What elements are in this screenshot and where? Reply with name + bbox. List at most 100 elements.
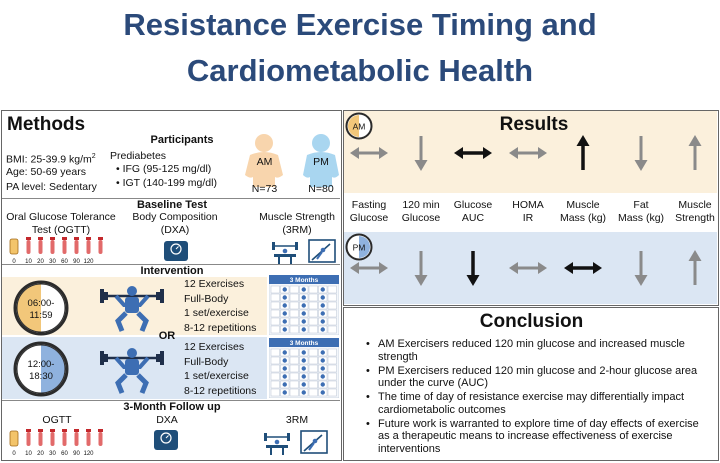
pm-arrow-down <box>414 251 428 286</box>
age-criterion: Age: 50-69 years <box>6 166 86 178</box>
strength-equipment-icon <box>272 239 336 264</box>
am-arrow-lr <box>509 147 547 159</box>
ifg-criterion: • IFG (95-125 mg/dl) <box>116 163 212 175</box>
pm-clock-icon: 12:00- 18:30 <box>13 341 69 397</box>
participants-heading: Participants <box>150 134 214 146</box>
am-arrow-lr <box>350 147 388 159</box>
tube-label-4: 60 <box>61 451 68 457</box>
am-arrow-down <box>634 136 648 171</box>
am-arrow-down <box>414 136 428 171</box>
followup-3rm-label: 3RM <box>285 414 309 426</box>
igt-criterion: • IGT (140-199 mg/dl) <box>116 177 217 189</box>
am-calendar-icon: 3 Months <box>269 275 339 335</box>
tube-label-1: 10 <box>25 451 32 457</box>
am-arrow-up <box>576 135 590 170</box>
pm-badge-label: PM <box>353 243 366 253</box>
pm-sample-size: N=80 <box>308 183 334 195</box>
outcome-label: HOMA IR <box>512 199 544 224</box>
results-panel: AM PM Results Fasting Glucose 120 min Gluco… <box>343 110 719 306</box>
conclusion-bullet-timing: The time of day of resistance exercise m… <box>366 391 711 416</box>
tube-label-3: 30 <box>49 259 56 265</box>
pa-criterion: PA level: Sedentary <box>6 181 97 193</box>
protocol-sets: 1 set/exercise <box>184 307 249 319</box>
tube-label-0: 0 <box>12 259 16 265</box>
pm-arrow-lr <box>564 262 602 274</box>
protocol-reps: 8-12 repetitions <box>184 321 257 334</box>
am-time-start: 06:00- <box>28 298 55 309</box>
am-arrow-lr <box>454 147 492 159</box>
outcome-label: Fasting Glucose <box>349 199 389 224</box>
pm-arrow-down <box>466 251 480 286</box>
poster-title-line-2: Cardiometabolic Health <box>186 53 534 88</box>
protocol-full-body: Full-Body <box>184 355 229 368</box>
results-arrows <box>350 135 702 286</box>
tube-label-2: 20 <box>37 451 44 457</box>
tube-label-0: 0 <box>12 451 16 457</box>
pm-participant-figure-icon <box>303 134 339 187</box>
am-group-label: AM <box>256 156 273 168</box>
blood-tubes-icon: 0 10 20 30 60 90 120 <box>9 237 103 265</box>
pm-group-label: PM <box>313 156 329 168</box>
pm-time-start: 12:00- <box>28 359 55 370</box>
am-exercise-protocol: 12 Exercises Full-Body 1 set/exercise 8-… <box>184 277 256 335</box>
or-label: OR <box>158 330 176 342</box>
outcome-label: Glucose AUC <box>453 199 493 224</box>
pm-arrow-down <box>634 251 648 286</box>
protocol-exercises: 12 Exercises <box>184 341 245 353</box>
am-sample-size: N=73 <box>251 183 278 195</box>
am-clock-icon: 06:00- 11:59 <box>13 280 69 336</box>
baseline-heading: Baseline Test <box>136 199 208 211</box>
results-heading: Results <box>499 114 569 135</box>
pm-time-end: 18:30 <box>29 371 53 382</box>
followup-ogtt-label: OGTT <box>42 414 72 426</box>
prediabetes-label: Prediabetes <box>110 150 167 162</box>
tube-label-3: 30 <box>49 451 56 457</box>
am-badge-icon: AM <box>345 112 373 140</box>
conclusion-bullet-pm: PM Exercisers reduced 120 min glucose an… <box>366 365 711 390</box>
tube-label-5: 90 <box>73 451 80 457</box>
ogtt-label: Oral Glucose Tolerance Test (OGTT) <box>6 211 116 236</box>
conclusion-bullet-am: AM Exercisers reduced 120 min glucose an… <box>366 338 711 363</box>
tube-label-6: 120 <box>83 451 94 457</box>
am-weightlifter-icon <box>100 286 164 332</box>
followup-scale-icon <box>154 430 178 450</box>
scale-icon <box>164 241 188 261</box>
am-time-end: 11:59 <box>29 310 52 321</box>
am-arrow-up <box>688 135 702 170</box>
am-badge-label: AM <box>353 122 366 132</box>
tube-label-6: 120 <box>83 259 94 265</box>
pm-arrow-lr <box>350 262 388 274</box>
divider <box>2 400 340 401</box>
tube-label-2: 20 <box>37 259 44 265</box>
pm-exercise-protocol: 12 Exercises Full-Body 1 set/exercise 8-… <box>184 340 256 398</box>
methods-panel: Methods Participants BMI: 25-39.9 kg/m2 … <box>1 110 342 461</box>
followup-blood-tubes-icon: 0 10 20 30 60 90 120 <box>9 429 103 457</box>
divider <box>2 198 340 199</box>
followup-dxa-label: DXA <box>156 414 178 426</box>
poster-title-line-1: Resistance Exercise Timing and <box>123 7 597 42</box>
protocol-reps: 8-12 repetitions <box>184 384 257 397</box>
divider <box>2 264 340 265</box>
conclusion-heading: Conclusion <box>479 311 584 332</box>
intervention-heading: Intervention <box>140 265 204 277</box>
followup-heading: 3-Month Follow up <box>123 401 221 413</box>
protocol-exercises: 12 Exercises <box>184 278 245 290</box>
tube-label-5: 90 <box>73 259 80 265</box>
conclusion-panel: Conclusion AM Exercisers reduced 120 min… <box>343 307 719 461</box>
methods-heading: Methods <box>7 114 86 135</box>
outcome-label: Muscle Mass (kg) <box>559 199 607 224</box>
pm-calendar-icon: 3 Months <box>269 338 339 398</box>
pm-arrow-lr <box>509 262 547 274</box>
calendar-label: 3 Months <box>290 277 319 284</box>
calendar-label: 3 Months <box>290 340 319 347</box>
outcome-label: 120 min Glucose <box>401 199 441 224</box>
am-participant-figure-icon <box>245 134 283 187</box>
pm-arrow-up <box>688 250 702 285</box>
pm-badge-icon: PM <box>345 233 373 261</box>
followup-strength-equipment-icon <box>264 430 328 455</box>
dxa-label: Body Composition (DXA) <box>132 211 218 236</box>
tube-label-4: 60 <box>61 259 68 265</box>
bmi-criterion: BMI: 25-39.9 kg/m2 <box>6 153 96 166</box>
tube-label-1: 10 <box>25 259 32 265</box>
strength-label: Muscle Strength (3RM) <box>259 211 335 236</box>
